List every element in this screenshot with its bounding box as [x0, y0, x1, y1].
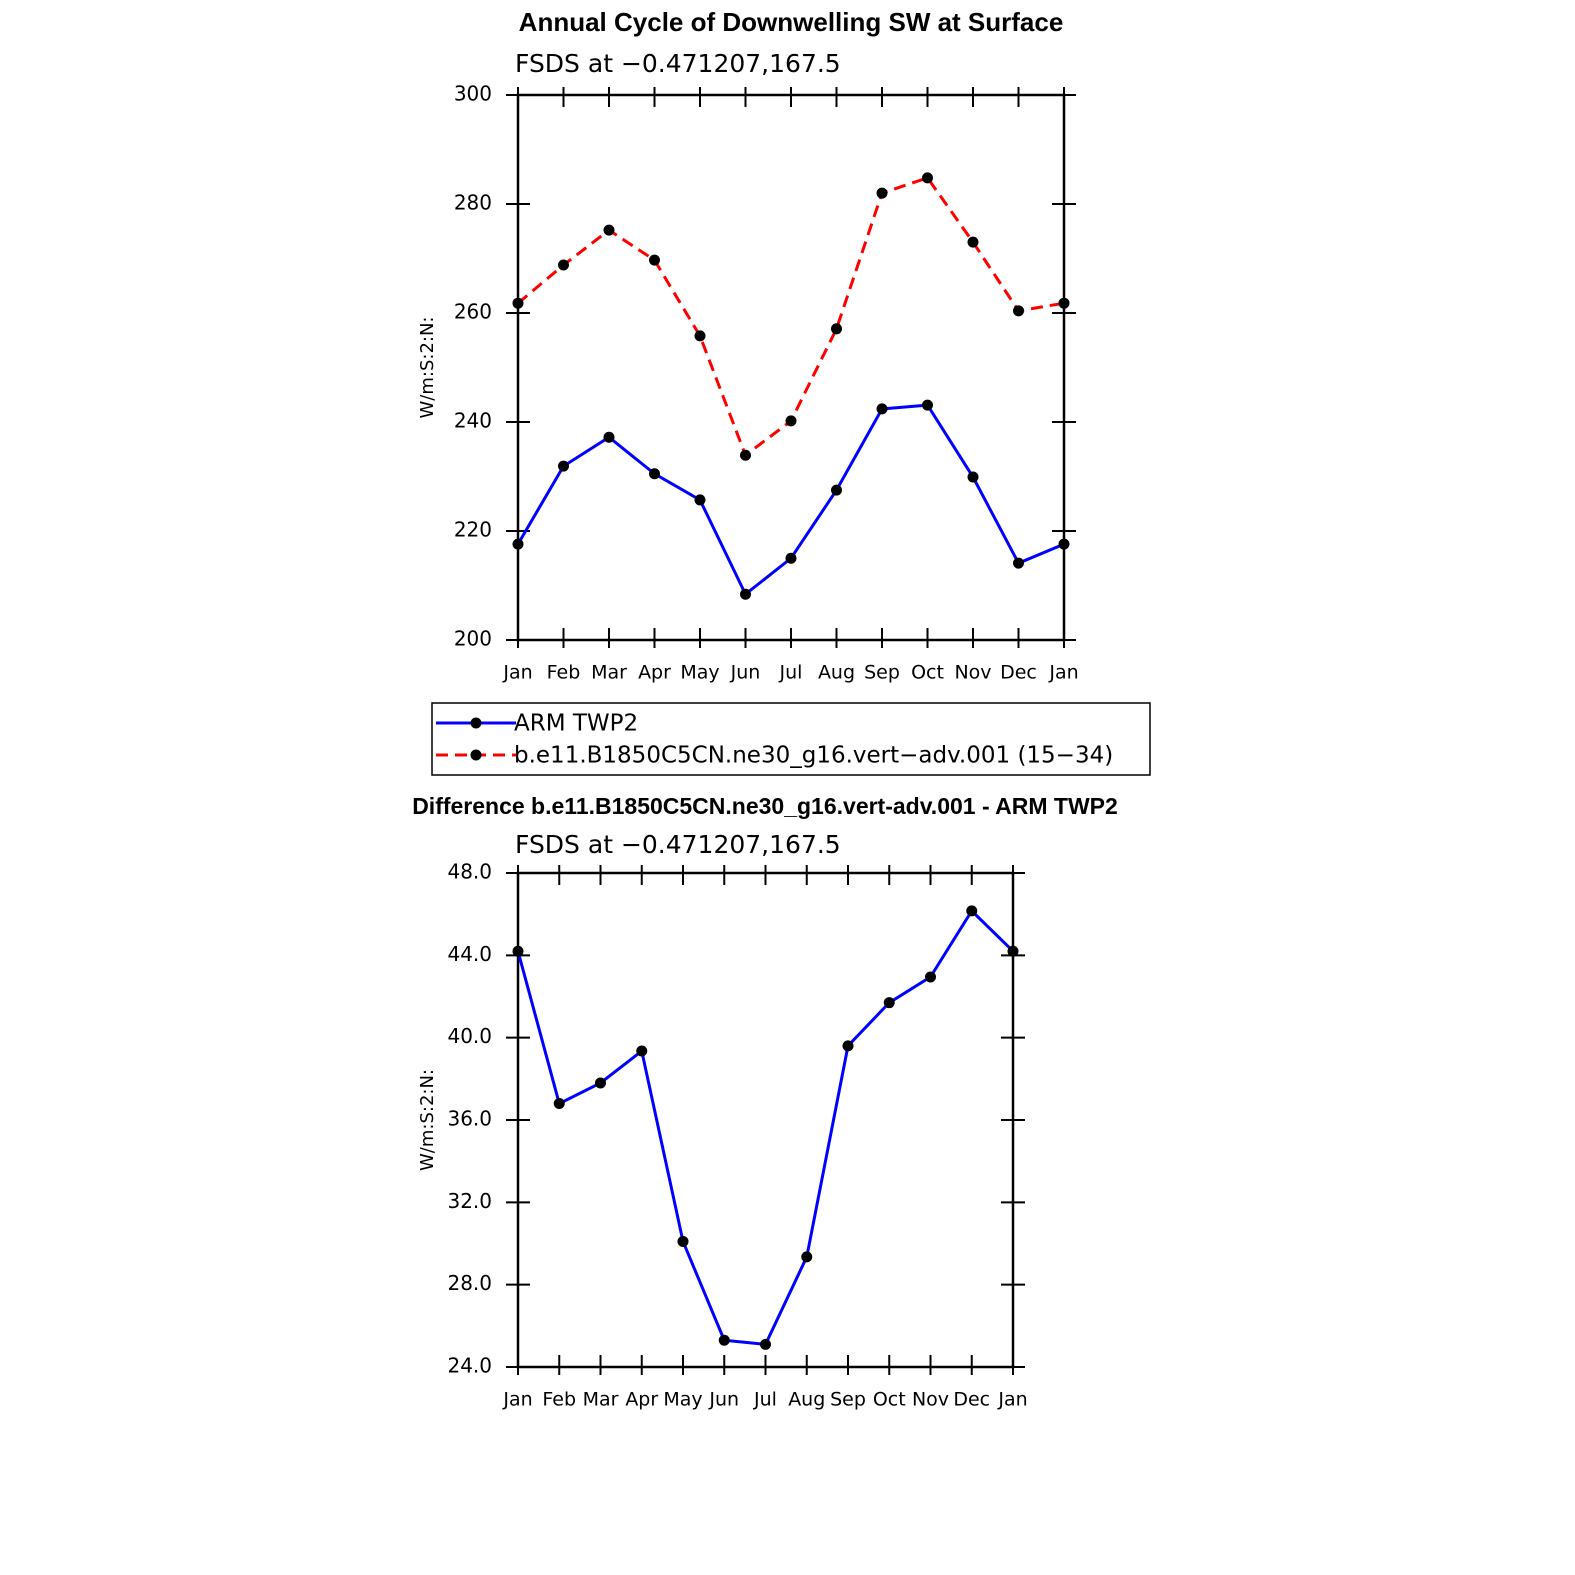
data-point: [694, 330, 706, 342]
chart-subtitle: FSDS at −0.471207,167.5: [515, 830, 841, 859]
data-point: [512, 538, 524, 550]
x-tick-label: Mar: [591, 662, 627, 684]
x-tick-label: Aug: [818, 662, 855, 684]
y-tick-label: 28.0: [447, 1271, 492, 1295]
y-axis-label: W/m:S:2:N:: [417, 317, 438, 419]
x-tick-label: Sep: [864, 662, 900, 684]
x-tick-label: Jan: [1048, 662, 1078, 684]
x-tick-label: Jul: [779, 662, 803, 684]
data-point: [677, 1235, 689, 1247]
legend-marker: [470, 749, 482, 761]
data-point: [1013, 557, 1024, 569]
data-point: [1007, 945, 1019, 957]
data-point: [925, 971, 936, 983]
y-tick-label: 36.0: [447, 1107, 492, 1131]
x-tick-label: May: [663, 1389, 702, 1411]
data-point: [876, 187, 888, 199]
data-point: [512, 945, 524, 957]
data-point: [760, 1338, 771, 1350]
data-point: [603, 431, 615, 443]
data-point: [967, 236, 979, 248]
legend-label: b.e11.B1850C5CN.ne30_g16.vert−adv.001 (1…: [514, 743, 1113, 769]
data-point: [595, 1077, 606, 1089]
data-point: [558, 259, 569, 271]
x-tick-label: Dec: [1000, 662, 1037, 684]
data-point: [718, 1334, 730, 1346]
data-point: [740, 449, 751, 461]
data-point: [636, 1045, 648, 1057]
x-tick-label: Nov: [954, 662, 991, 684]
series-line: [516, 403, 1065, 597]
x-tick-label: Jun: [730, 662, 761, 684]
x-tick-label: Sep: [830, 1389, 866, 1411]
data-point: [603, 224, 615, 236]
x-tick-label: Jul: [753, 1389, 777, 1411]
x-tick-label: Dec: [953, 1389, 990, 1411]
x-tick-label: May: [680, 662, 719, 684]
y-tick-label: 240: [454, 409, 492, 433]
data-point: [649, 468, 660, 480]
data-point: [967, 471, 979, 483]
data-point: [740, 588, 751, 600]
chart-title: Annual Cycle of Downwelling SW at Surfac…: [519, 7, 1064, 37]
x-tick-label: Aug: [788, 1389, 825, 1411]
y-tick-label: 220: [454, 518, 492, 542]
y-axis-label: W/m:S:2:N:: [417, 1069, 438, 1171]
y-tick-label: 200: [454, 627, 492, 651]
x-tick-label: Oct: [911, 662, 944, 684]
data-point: [694, 494, 706, 506]
y-tick-label: 40.0: [447, 1024, 492, 1048]
series-line: [517, 176, 1065, 458]
y-tick-label: 24.0: [447, 1354, 492, 1378]
x-tick-label: Jan: [502, 1389, 532, 1411]
x-tick-label: Oct: [873, 1389, 906, 1411]
x-tick-label: Apr: [625, 1389, 658, 1411]
chart-subtitle: FSDS at −0.471207,167.5: [515, 49, 841, 78]
data-point: [883, 997, 895, 1009]
plot-frame: [516, 871, 1015, 1369]
data-point: [649, 254, 660, 266]
data-point: [1058, 297, 1070, 309]
data-point: [922, 172, 933, 184]
x-tick-label: Jan: [502, 662, 532, 684]
x-tick-label: Feb: [542, 1389, 576, 1411]
legend-label: ARM TWP2: [514, 711, 638, 737]
data-point: [966, 905, 978, 917]
x-tick-label: Apr: [638, 662, 671, 684]
legend-box: [431, 702, 1151, 776]
data-point: [785, 552, 797, 564]
x-tick-label: Mar: [583, 1389, 619, 1411]
data-point: [558, 460, 569, 472]
x-tick-label: Nov: [912, 1389, 949, 1411]
data-point: [1058, 538, 1070, 550]
y-tick-label: 260: [454, 300, 492, 324]
y-tick-label: 44.0: [447, 942, 492, 966]
x-tick-label: Feb: [547, 662, 581, 684]
data-point: [512, 297, 524, 309]
y-tick-label: 280: [454, 191, 492, 215]
chart-title: Difference b.e11.B1850C5CN.ne30_g16.vert…: [412, 793, 1118, 819]
data-point: [831, 323, 842, 335]
data-point: [831, 484, 842, 496]
data-point: [553, 1098, 565, 1110]
x-tick-label: Jan: [997, 1389, 1027, 1411]
y-tick-label: 48.0: [447, 860, 492, 884]
series-line: [516, 908, 1015, 1346]
data-point: [922, 399, 933, 411]
y-tick-label: 300: [454, 82, 492, 106]
y-tick-label: 32.0: [447, 1189, 492, 1213]
data-point: [1013, 305, 1024, 317]
data-point: [842, 1040, 854, 1052]
legend-marker: [470, 717, 482, 729]
x-tick-label: Jun: [708, 1389, 739, 1411]
data-point: [785, 415, 797, 427]
data-point: [801, 1251, 813, 1263]
data-point: [876, 403, 888, 415]
